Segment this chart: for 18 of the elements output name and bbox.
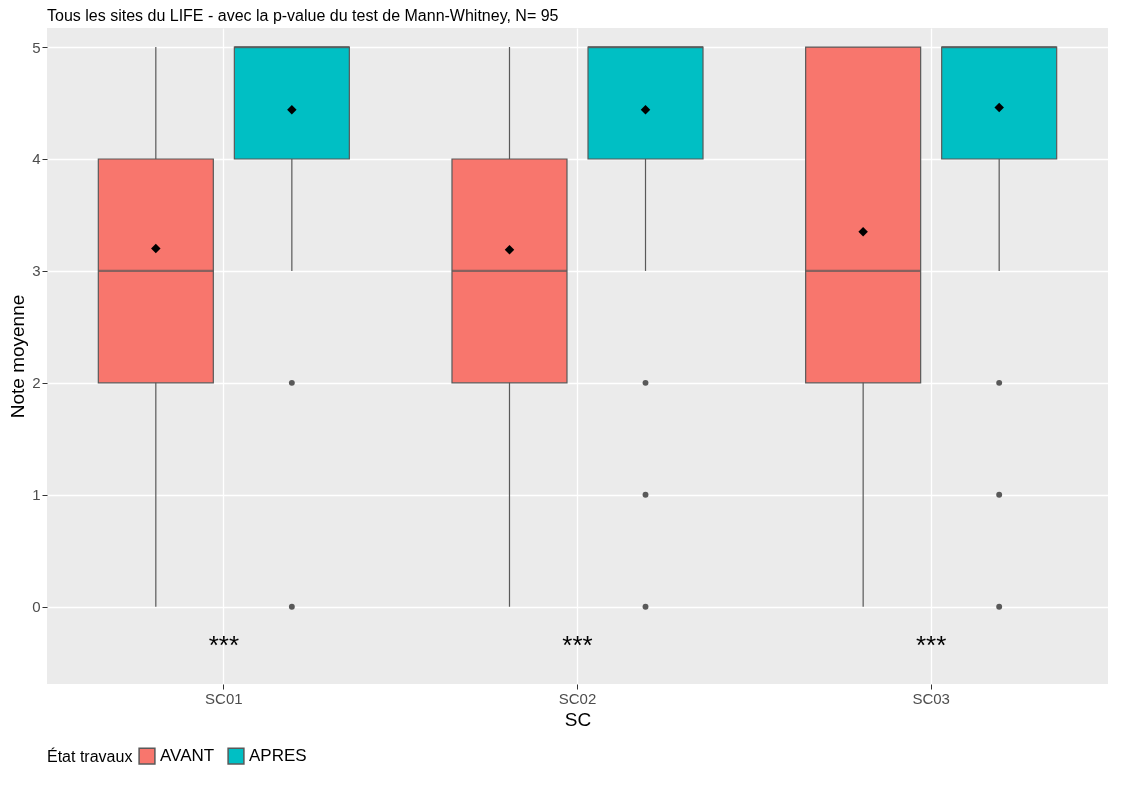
x-axis-title: SC (564, 708, 592, 730)
legend-label: AVANT (160, 746, 215, 766)
legend-label: APRES (249, 746, 307, 766)
y-tick-label: 0 (32, 598, 41, 616)
legend-title: État travaux (47, 747, 133, 765)
chart-title: Tous les sites du LIFE - avec la p-value du test de Mann-Whitney, N= 95 (47, 7, 559, 24)
y-tick-label: 4 (32, 150, 41, 168)
y-tick-label: 5 (32, 38, 41, 56)
y-tick-label: 2 (32, 374, 41, 392)
y-tick-label: 3 (32, 262, 41, 280)
y-tick-label: 1 (32, 486, 41, 504)
x-tick-label: SC03 (912, 689, 950, 707)
annotation: *** (208, 630, 240, 660)
annotation: *** (915, 630, 947, 660)
x-tick-label: SC01 (205, 689, 243, 707)
annotation: *** (562, 630, 593, 660)
y-axis-title: Note moyenne (7, 294, 29, 419)
x-tick-label: SC02 (558, 689, 597, 707)
